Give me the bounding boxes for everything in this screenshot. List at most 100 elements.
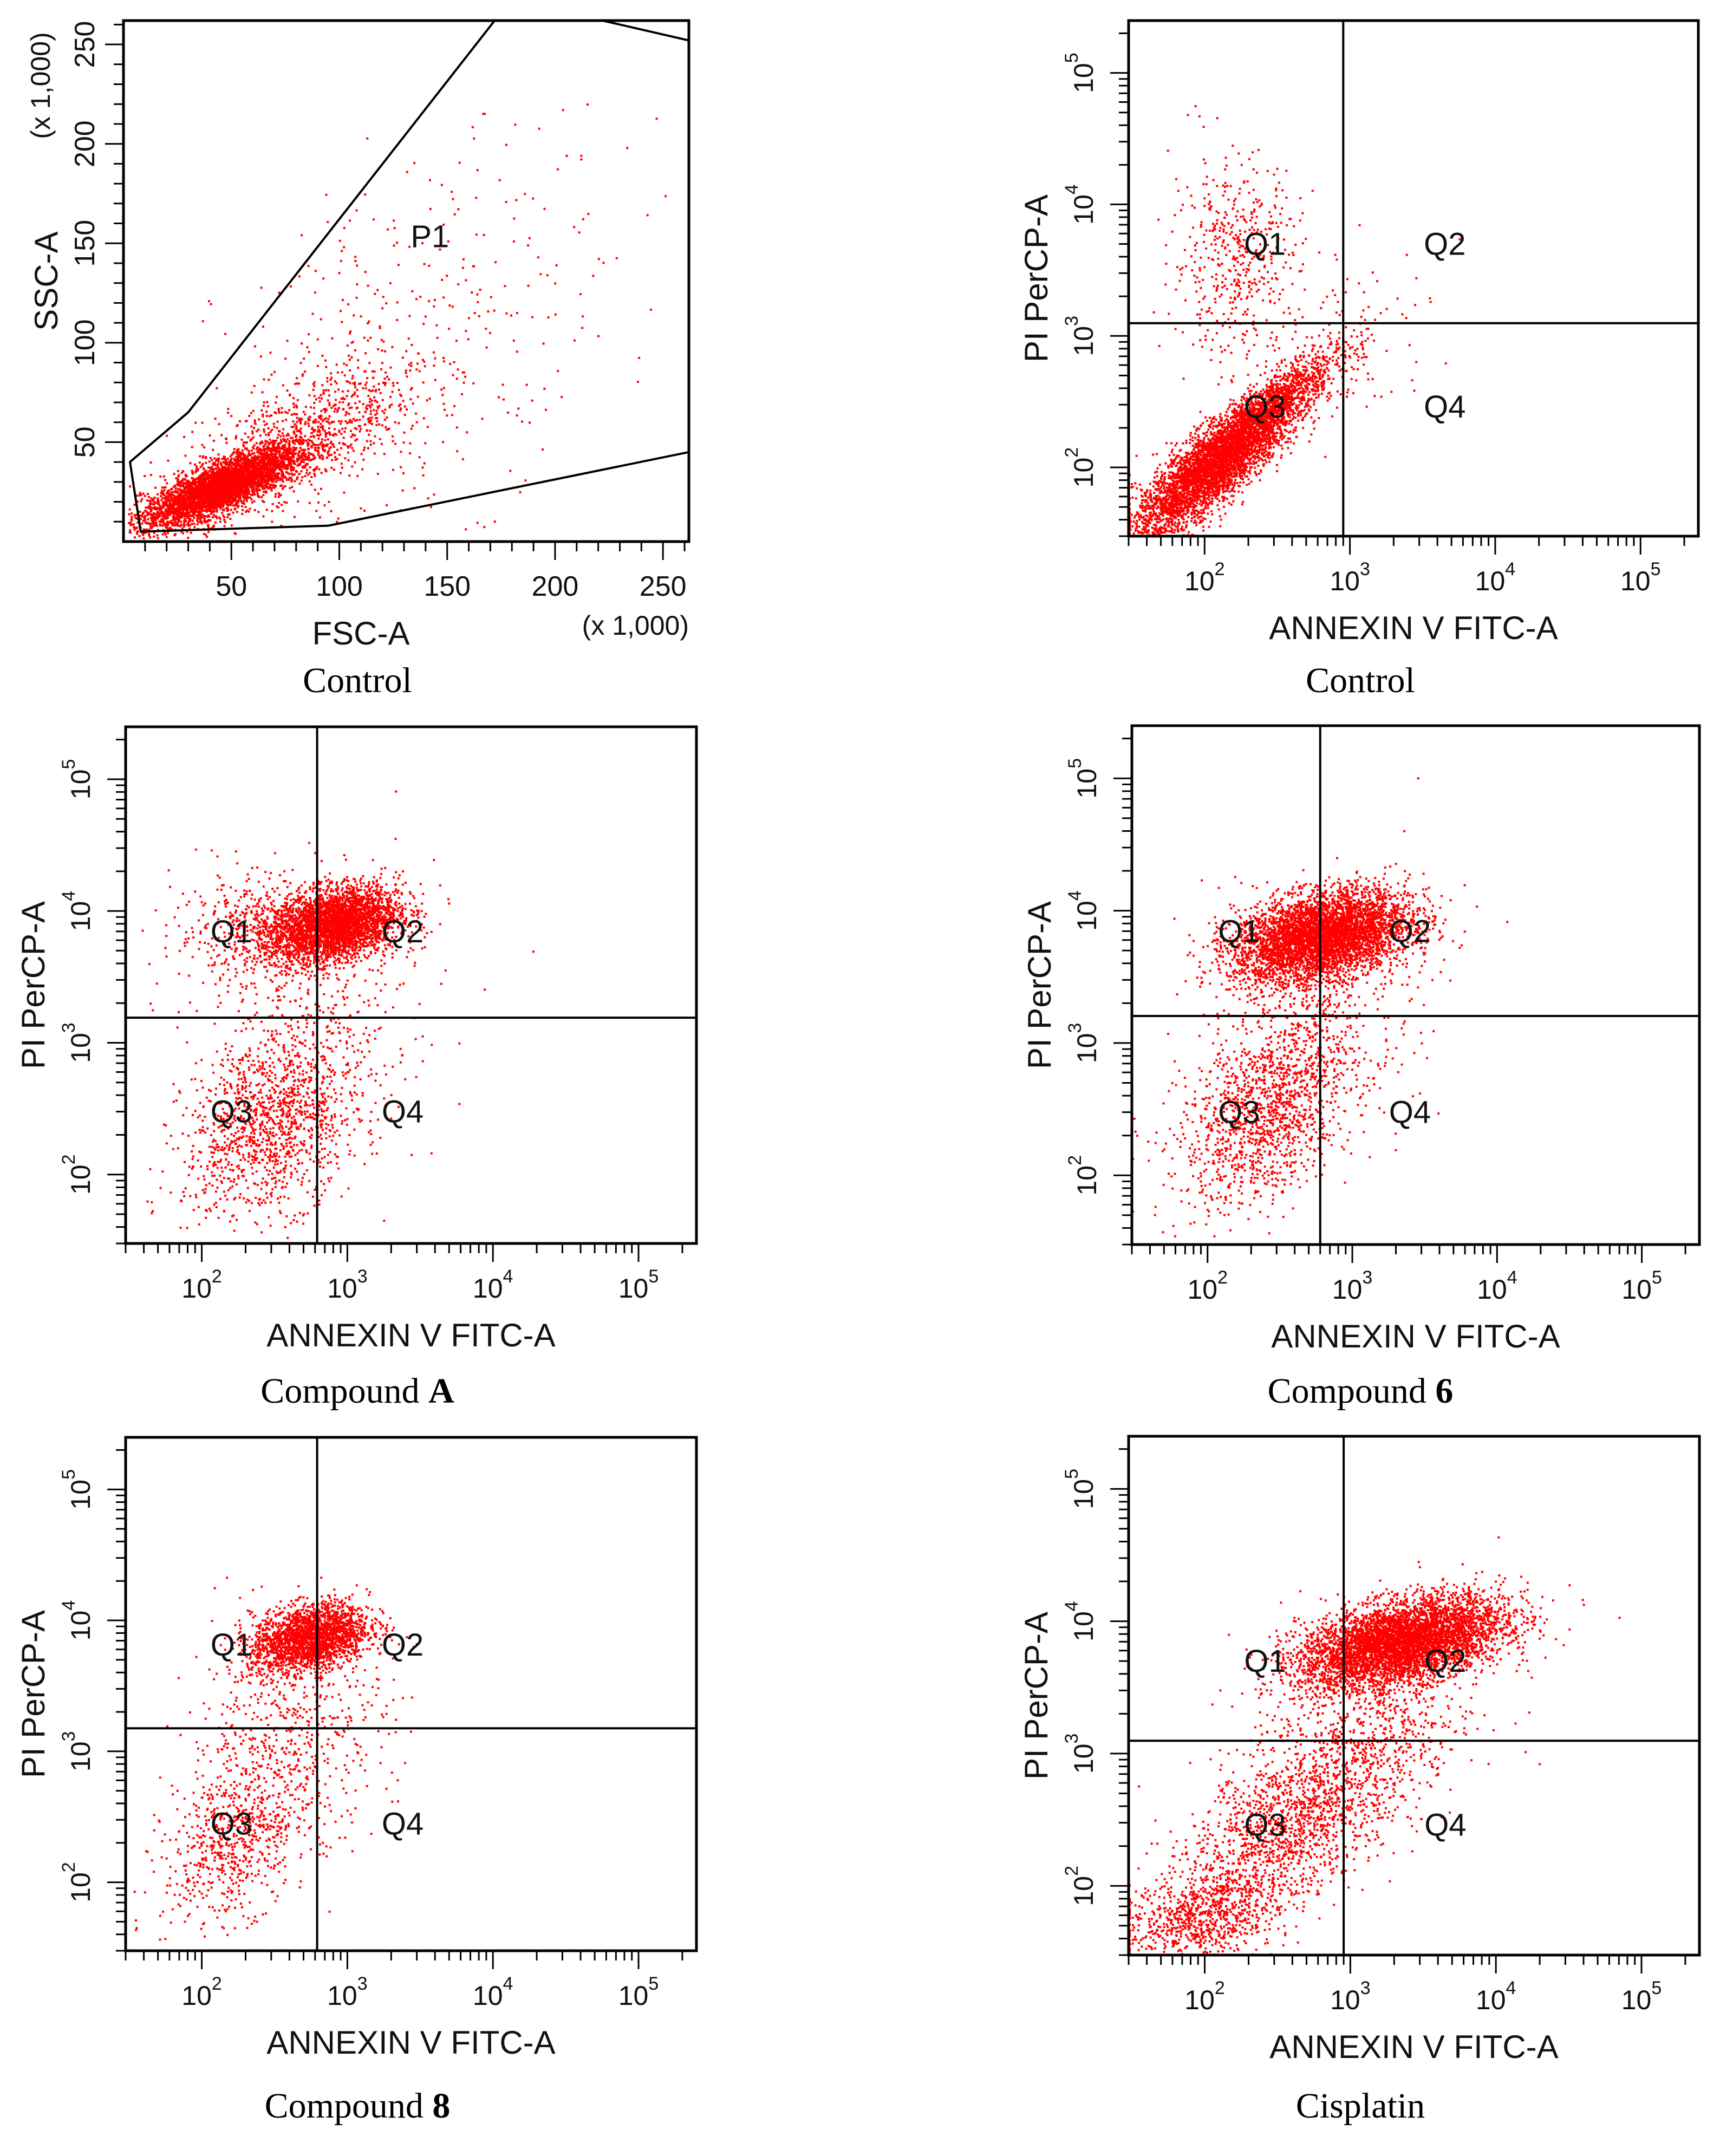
quadrant-label-q3: Q3 <box>211 1095 252 1130</box>
y-tick-label: 102 <box>58 1155 96 1195</box>
panel-caption: Compound 6 <box>1268 1371 1454 1411</box>
quadrant-label-q1: Q1 <box>1244 227 1286 262</box>
y-tick-label: 102 <box>1061 1866 1099 1906</box>
panel-caption: Control <box>303 661 412 700</box>
axis-ticks <box>105 23 686 560</box>
axis-ticks <box>1113 738 1686 1263</box>
y-tick-label: 104 <box>1065 890 1102 931</box>
y-multiplier-label: (x 1,000) <box>25 32 56 139</box>
axis-ticks <box>107 739 683 1262</box>
y-tick-label: 105 <box>1061 1469 1099 1509</box>
y-tick-label: 104 <box>1061 1601 1099 1642</box>
y-tick-label: 103 <box>1061 316 1099 356</box>
quadrant-label-q1: Q1 <box>211 914 252 949</box>
quadrant-label-q2: Q2 <box>1424 1644 1466 1679</box>
x-tick-label: 100 <box>316 571 363 602</box>
x-axis-title: ANNEXIN V FITC-A <box>1269 610 1558 646</box>
axis-ticks <box>107 1449 683 1969</box>
y-tick-label: 104 <box>1061 184 1099 225</box>
y-tick-label: 200 <box>69 120 101 167</box>
quadrant-label-q3: Q3 <box>1244 389 1286 425</box>
chart-panel-6: Q1 Q2 Q3 Q4 102 103 104 105 102 103 104 105 ANNEXIN … <box>1018 1435 1701 2126</box>
y-tick-label: 103 <box>58 1022 96 1063</box>
quadrant-label-q4: Q4 <box>382 1095 424 1130</box>
quadrant-label-q1: Q1 <box>211 1627 252 1663</box>
y-tick-label: 103 <box>1065 1023 1102 1064</box>
x-tick-label: 103 <box>1330 559 1370 596</box>
y-tick-label: 105 <box>1061 53 1099 93</box>
chart-panel-1: P1 50 100 150 200 250 50 100 150 200 250 (x 1,000) (… <box>25 19 690 700</box>
quadrant-label-q1: Q1 <box>1218 914 1260 949</box>
quadrant-label-q3: Q3 <box>1218 1095 1260 1130</box>
y-tick-label: 102 <box>58 1862 96 1903</box>
panel-caption: Cisplatin <box>1296 2086 1425 2126</box>
x-axis-title: ANNEXIN V FITC-A <box>266 1317 555 1353</box>
y-tick-label: 102 <box>1065 1155 1102 1196</box>
x-axis-title: ANNEXIN V FITC-A <box>1269 2029 1558 2065</box>
x-multiplier-label: (x 1,000) <box>582 610 689 641</box>
x-tick-label: 102 <box>181 1973 222 2011</box>
x-tick-label: 102 <box>1184 1978 1225 2015</box>
x-tick-label: 50 <box>216 571 247 602</box>
x-tick-label: 102 <box>1187 1267 1228 1305</box>
x-tick-label: 104 <box>473 1973 513 2011</box>
scatter-points <box>133 1577 418 1951</box>
x-tick-label: 105 <box>1621 1267 1662 1305</box>
quadrant-label-q4: Q4 <box>1424 1807 1466 1842</box>
axis-ticks <box>1110 1448 1686 1973</box>
y-axis-title: PI PerCP-A <box>15 1610 51 1778</box>
x-tick-label: 103 <box>1330 1978 1371 2015</box>
x-tick-label: 105 <box>1621 1978 1662 2015</box>
x-axis-title: ANNEXIN V FITC-A <box>266 2024 555 2061</box>
panel-caption: Control <box>1306 661 1415 700</box>
x-tick-label: 102 <box>181 1266 222 1304</box>
quadrant-label-q4: Q4 <box>382 1806 424 1841</box>
y-axis-title: PI PerCP-A <box>15 901 51 1069</box>
y-tick-label: 104 <box>58 891 96 932</box>
x-tick-label: 103 <box>1332 1267 1373 1305</box>
axis-ticks <box>1110 32 1685 555</box>
quadrant-label-q2: Q2 <box>382 914 424 949</box>
chart-panel-5: Q1 Q2 Q3 Q4 102 103 104 105 102 103 104 105 ANNEXIN … <box>15 1436 698 2126</box>
x-tick-label: 104 <box>1477 1267 1517 1305</box>
x-axis-title: ANNEXIN V FITC-A <box>1271 1318 1560 1354</box>
x-tick-label: 150 <box>424 571 471 602</box>
y-tick-label: 105 <box>1065 758 1102 799</box>
panel-caption: Compound 8 <box>265 2086 451 2126</box>
x-axis-title: FSC-A <box>312 615 409 652</box>
y-tick-label: 103 <box>58 1731 96 1772</box>
scatter-points <box>1129 105 1461 536</box>
quadrant-label-q2: Q2 <box>1389 914 1431 949</box>
y-tick-label: 150 <box>69 220 101 267</box>
y-tick-label: 100 <box>69 319 101 366</box>
plot-frame <box>1127 19 1700 538</box>
x-tick-label: 103 <box>327 1973 368 2011</box>
quadrant-label-q2: Q2 <box>382 1627 424 1663</box>
chart-panel-4: Q1 Q2 Q3 Q4 102 103 104 105 102 103 104 105 ANNEXIN … <box>1021 724 1701 1411</box>
x-tick-label: 104 <box>1476 1978 1516 2015</box>
y-axis-title: PI PerCP-A <box>1018 1612 1054 1780</box>
x-tick-label: 105 <box>618 1266 659 1304</box>
quadrant-label-q4: Q4 <box>1424 389 1465 425</box>
chart-panel-3: Q1 Q2 Q3 Q4 102 103 104 105 102 103 104 105 ANNEXIN … <box>15 725 698 1411</box>
plot-frame <box>1130 724 1701 1246</box>
event-dots <box>133 1577 418 1951</box>
y-axis-title: SSC-A <box>28 231 64 330</box>
scatter-points <box>1129 1536 1621 1955</box>
plot-frame <box>122 19 690 543</box>
quadrant-label-q3: Q3 <box>211 1806 252 1841</box>
event-dots <box>1129 1536 1621 1955</box>
gate-label: P1 <box>411 219 449 255</box>
x-tick-label: 104 <box>473 1266 513 1304</box>
x-tick-label: 105 <box>618 1973 659 2011</box>
quadrant-label-q4: Q4 <box>1389 1095 1431 1130</box>
y-tick-label: 250 <box>69 21 101 68</box>
quadrant-label-q1: Q1 <box>1244 1644 1286 1679</box>
plot-frame <box>124 1436 698 1952</box>
y-tick-label: 102 <box>1061 447 1099 488</box>
y-tick-label: 50 <box>69 426 101 458</box>
y-tick-label: 103 <box>1061 1734 1099 1774</box>
plot-frame <box>1127 1435 1701 1957</box>
x-tick-label: 103 <box>327 1266 368 1304</box>
